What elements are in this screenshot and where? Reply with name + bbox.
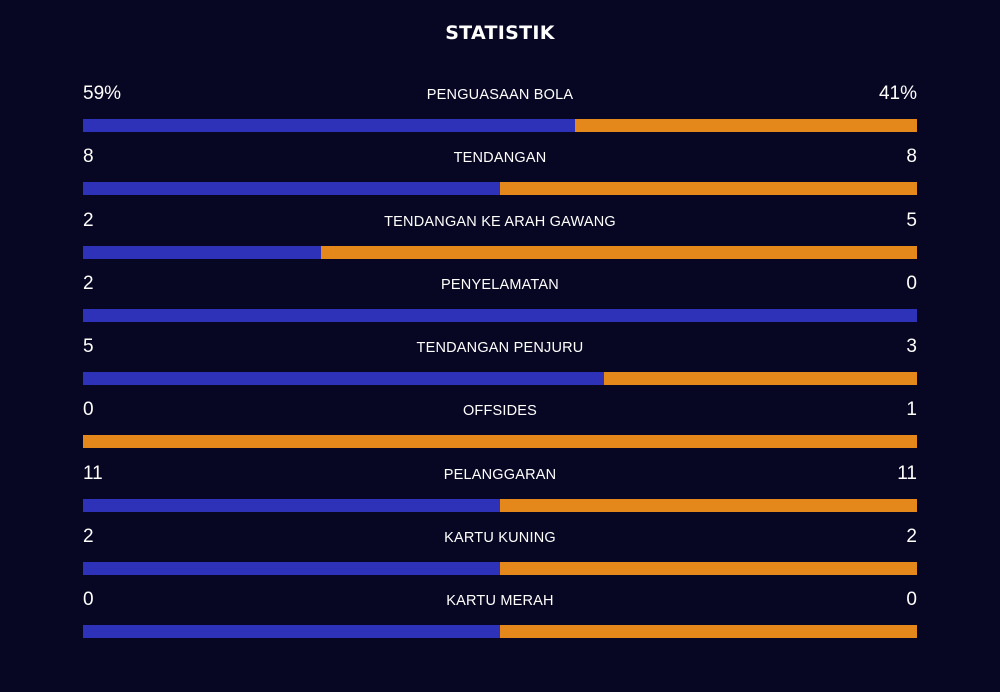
home-value: 0 (83, 589, 94, 611)
home-value: 8 (83, 146, 94, 168)
stat-row-corners: 5 TENDANGAN PENJURU 3 (83, 333, 917, 396)
away-value: 1 (906, 399, 917, 421)
away-value: 11 (897, 462, 917, 484)
stat-row-possession: 59% PENGUASAAN BOLA 41% (83, 80, 917, 143)
stat-label: TENDANGAN (453, 150, 547, 167)
comparison-bar (83, 182, 917, 196)
stat-row-shots: 8 TENDANGAN 8 (83, 143, 917, 206)
away-value: 8 (906, 146, 917, 168)
away-value: 0 (906, 272, 917, 294)
comparison-bar (83, 245, 917, 259)
stat-row-shots-on-target: 2 TENDANGAN KE ARAH GAWANG 5 (83, 207, 917, 270)
stat-label: PELANGGARAN (443, 466, 557, 483)
away-bar-segment (500, 625, 917, 639)
away-bar-segment (500, 498, 917, 512)
panel-title: STATISTIK (445, 22, 555, 44)
stats-list: 59% PENGUASAAN BOLA 41% 8 TENDANGAN 8 (83, 80, 917, 650)
stat-row-saves: 2 PENYELAMATAN 0 (83, 270, 917, 333)
away-value: 41% (878, 83, 917, 104)
home-value: 11 (83, 462, 103, 484)
stat-row-red-cards: 0 KARTU MERAH 0 (83, 586, 917, 649)
stat-label: PENYELAMATAN (441, 276, 559, 293)
stat-row-offsides: 0 OFFSIDES 1 (83, 396, 917, 459)
away-bar-segment (500, 182, 917, 196)
away-bar-segment (500, 562, 917, 576)
home-bar-segment (83, 498, 500, 512)
home-bar-segment (83, 308, 917, 322)
stat-label: TENDANGAN PENJURU (416, 340, 584, 357)
home-bar-segment (83, 372, 605, 386)
comparison-bar (83, 625, 917, 639)
comparison-bar (83, 498, 917, 512)
stat-label: KARTU KUNING (444, 530, 556, 547)
home-bar-segment (83, 119, 576, 132)
comparison-bar (83, 562, 917, 576)
away-bar-segment (604, 372, 917, 386)
away-bar-segment (321, 245, 917, 259)
away-bar-segment (575, 119, 917, 132)
comparison-bar (83, 308, 917, 322)
home-bar-segment (83, 562, 500, 576)
home-value: 2 (83, 526, 94, 548)
away-value: 3 (906, 336, 917, 358)
away-value: 2 (906, 526, 917, 548)
comparison-bar (83, 119, 917, 132)
stat-label: OFFSIDES (462, 403, 538, 420)
stat-label: KARTU MERAH (446, 593, 554, 610)
stat-row-yellow-cards: 2 KARTU KUNING 2 (83, 523, 917, 586)
home-bar-segment (83, 245, 322, 259)
away-value: 5 (906, 209, 917, 231)
home-value: 2 (83, 272, 94, 294)
home-bar-segment (83, 625, 500, 639)
away-value: 0 (906, 589, 917, 611)
home-value: 2 (83, 209, 94, 231)
comparison-bar (83, 435, 917, 449)
stat-row-fouls: 11 PELANGGARAN 11 (83, 460, 917, 523)
home-value: 0 (83, 399, 94, 421)
away-bar-segment (83, 435, 917, 449)
home-bar-segment (83, 182, 500, 196)
home-value: 59% (83, 83, 122, 104)
home-value: 5 (83, 336, 94, 358)
comparison-bar (83, 372, 917, 386)
stat-label: PENGUASAAN BOLA (426, 87, 574, 103)
stat-label: TENDANGAN KE ARAH GAWANG (384, 213, 616, 230)
